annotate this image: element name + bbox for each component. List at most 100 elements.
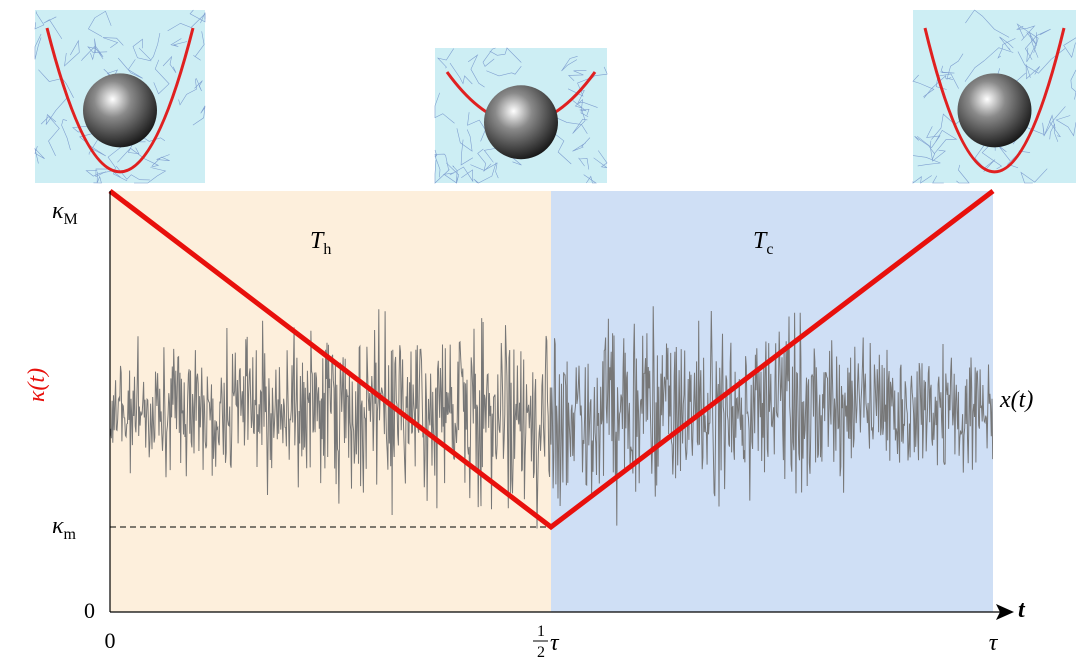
fluid-fiber [981,143,1003,170]
fluid-fiber [473,162,497,184]
fluid-fiber [107,145,128,182]
x-arrow [996,604,1014,620]
fluid-fiber [117,147,160,168]
fluid-fiber [87,10,112,37]
symbol: T [753,228,768,254]
trace-label: x(t) [999,387,1033,413]
fluid-fiber [34,33,42,60]
fluid-fiber [467,112,486,142]
fluid-fiber [929,140,946,162]
trap-icons [34,9,1076,184]
fluid-fiber [965,9,1010,38]
fluid-fiber [470,162,499,179]
fluid-fiber [434,92,455,124]
fluid-fiber [64,39,80,67]
symbol: T [310,228,325,254]
fluid-fiber [482,47,496,67]
fluid-fiber [437,48,454,69]
subscript: h [323,241,331,258]
fluid-fiber [1042,117,1052,137]
fluid-fiber [567,70,587,82]
fluid-fiber [1020,168,1048,184]
fluid-fiber [477,148,492,173]
fluid-fiber [933,129,958,154]
fluid-fiber [102,37,124,49]
fluid-fiber [151,154,170,167]
symbol: κ [52,198,64,224]
fluid-fiber [134,167,167,184]
potential-well [923,27,1066,174]
fluid-fiber [460,139,474,166]
fluid-fiber [434,149,441,178]
fluid-fiber [194,78,203,92]
y-axis-label: κ(t) [24,368,50,402]
trap-icon [434,47,608,184]
fluid-fiber [434,160,450,184]
fluid-fiber [1029,31,1039,58]
fluid-fiber [997,38,1016,59]
fluid-fiber [561,56,578,72]
fluid-fiber [456,128,473,152]
kappa-max-label: κM [52,198,78,228]
fluid-fiber [574,98,589,118]
fluid-fiber [192,105,206,126]
fluid-fiber [1049,123,1059,142]
fluid-fiber [578,157,590,170]
particle [83,73,157,148]
fluid-fiber [61,119,71,151]
symbol: κ [52,513,64,539]
fluid-fiber [467,54,485,88]
potential-well [45,27,195,174]
x-axis-label: t [1018,597,1026,623]
fluid-fiber [162,55,177,73]
fluid-fiber [117,57,143,79]
fluid-fiber [486,66,522,77]
fluid-fiber [193,31,205,61]
subscript: M [64,211,78,228]
fluid-fiber [189,9,206,24]
fluid-fiber [1063,37,1076,59]
fluid-fiber [577,90,598,108]
x-start-label: 0 [105,628,116,653]
hot-label: Th [310,228,331,258]
fluid-fiber [593,150,608,168]
fluid-fiber [572,137,591,152]
fluid-fiber [914,136,935,160]
fluid-fiber [1025,64,1041,80]
fluid-fiber [34,11,45,30]
fluid-fiber [1070,69,1076,100]
fluid-fiber [572,110,588,134]
fluid-fiber [45,96,69,125]
particle [957,73,1032,148]
x-half-label: τ [550,630,560,656]
trap-icon [912,9,1076,184]
fluid-fiber [90,45,104,61]
fraction-den: 2 [537,644,545,661]
cold-label: Tc [753,228,773,258]
fluid-fiber [583,174,597,184]
fluid-fiber [153,59,170,95]
subscript: c [766,241,773,258]
y-zero-label: 0 [84,598,95,623]
fluid-fiber [43,16,63,40]
fluid-fiber [999,36,1014,51]
fluid-fiber [443,162,460,184]
fluid-fiber [489,47,522,63]
fluid-fiber [434,153,450,171]
subscript: m [64,526,77,543]
fluid-fiber [81,38,97,62]
fluid-fiber [93,171,102,184]
fluid-fiber [916,126,941,149]
fluid-fiber [138,33,161,61]
fraction-num: 1 [537,623,545,640]
fluid-fiber [170,38,188,47]
fluid-fiber [1055,115,1076,137]
fluid-fiber [178,78,197,106]
fluid-fiber [132,38,152,62]
fluid-fiber [115,165,150,181]
stiffness-protocol [108,189,995,531]
fluid-fiber [1026,32,1037,63]
x-end-label: τ [989,630,999,656]
fluid-fiber [912,74,935,97]
